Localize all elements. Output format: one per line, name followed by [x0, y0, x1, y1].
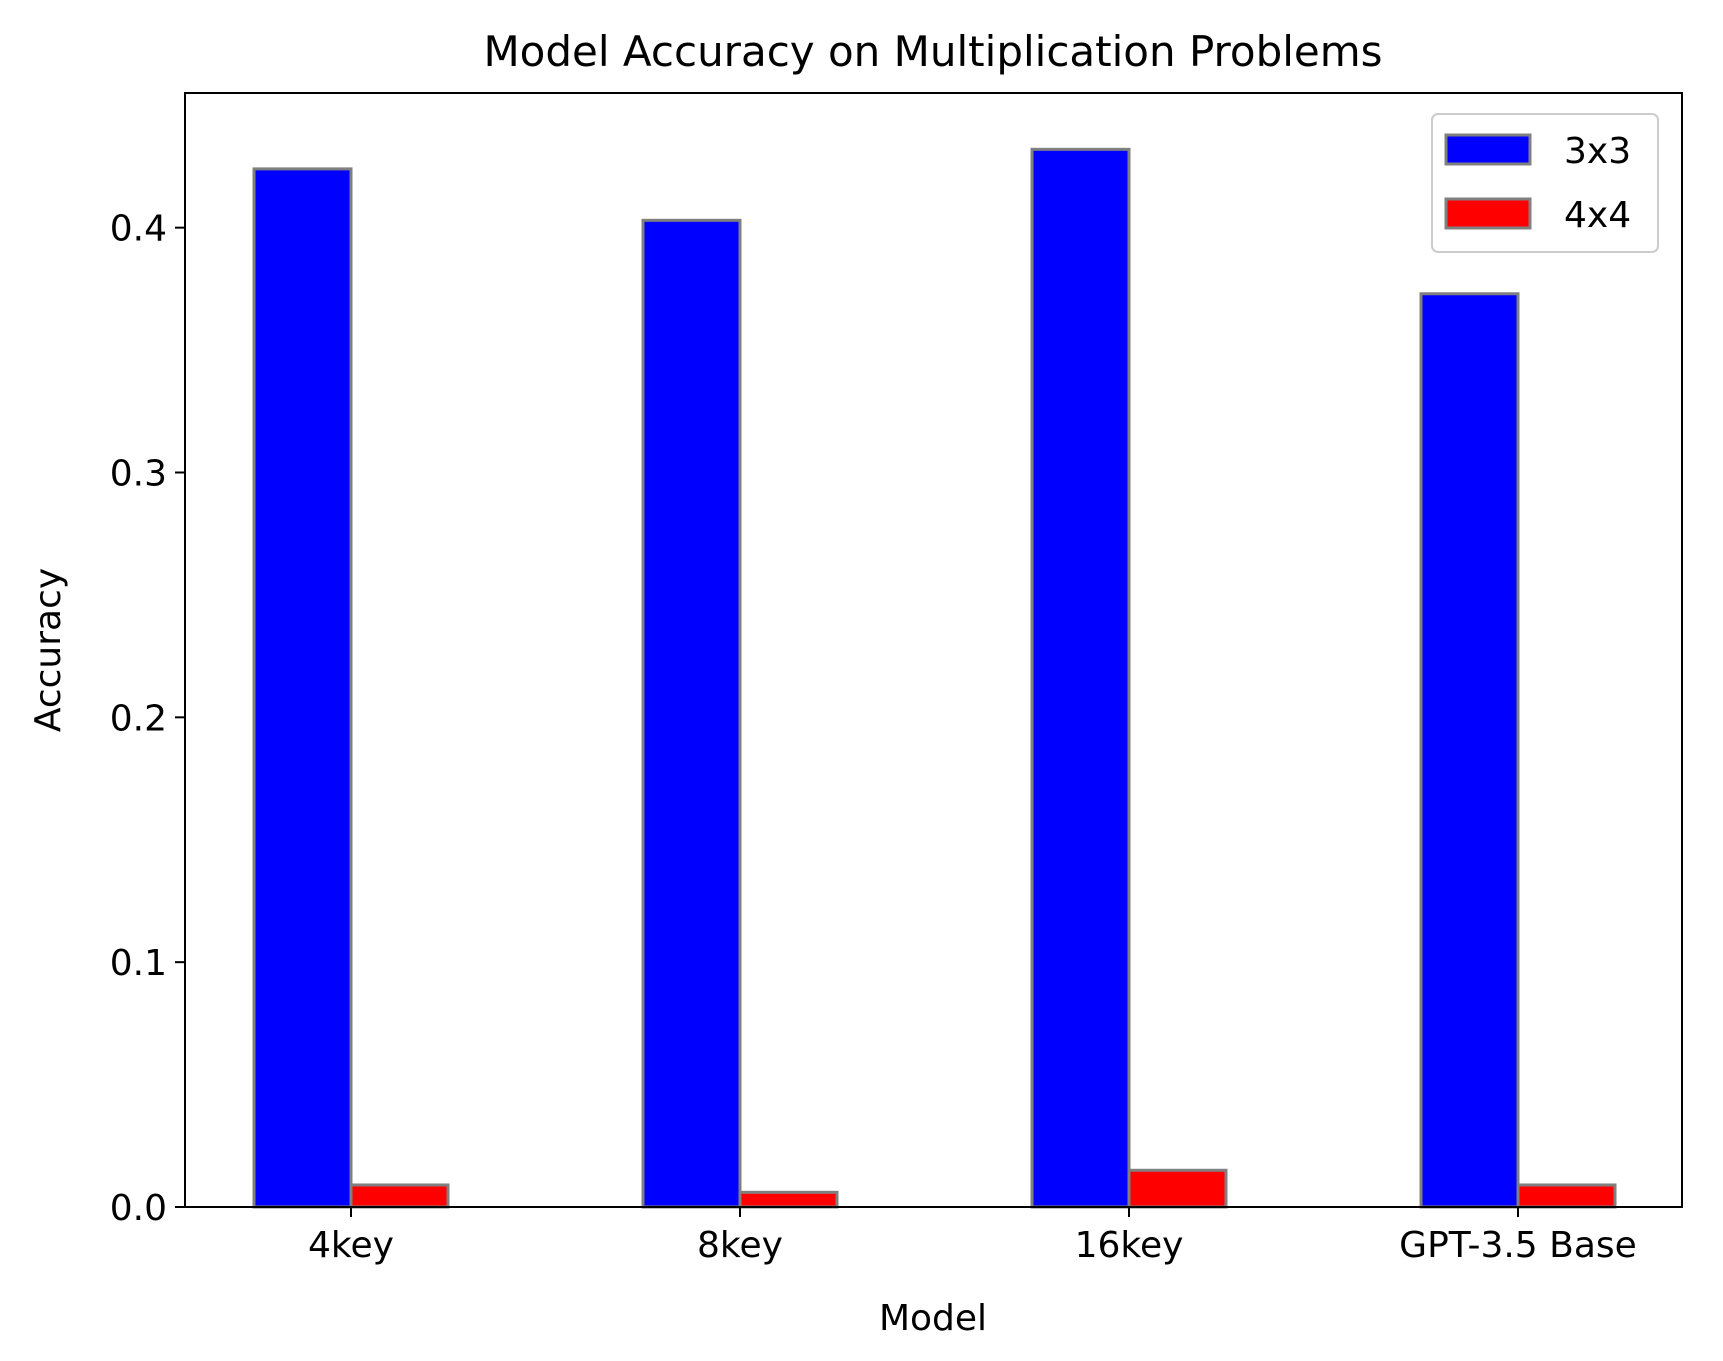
- y-axis-label: Accuracy: [28, 568, 69, 732]
- y-tick-label: 0.4: [110, 209, 167, 250]
- bar-4x4-8key: [738, 1190, 839, 1209]
- bars-group: [252, 147, 1617, 1209]
- bar-3x3-4key: [252, 167, 353, 1209]
- y-tick-label: 0.1: [110, 943, 167, 984]
- chart-title: Model Accuracy on Multiplication Problem…: [483, 27, 1382, 76]
- legend-label-3x3: 3x3: [1564, 131, 1631, 172]
- bar-4x4-gpt-3-5-base: [1516, 1183, 1617, 1209]
- y-tick-label: 0.2: [110, 698, 167, 739]
- legend-swatch-4x4: [1444, 197, 1532, 230]
- y-tick-label: 0.3: [110, 453, 167, 494]
- x-tick-label-16key: 16key: [1075, 1225, 1184, 1266]
- x-tick-label-8key: 8key: [697, 1225, 783, 1266]
- bar-4x4-16key: [1127, 1168, 1228, 1209]
- plot-frame: [184, 92, 1683, 1208]
- x-axis-label: Model: [879, 1298, 987, 1339]
- plot-area: [184, 92, 1683, 1209]
- y-axis: 0.0 0.1 0.2 0.3 0.4: [110, 209, 185, 1229]
- bar-3x3-16key: [1030, 147, 1131, 1209]
- bar-3x3-8key: [641, 218, 742, 1209]
- bar-3x3-gpt-3-5-base: [1419, 292, 1520, 1209]
- y-tick-label: 0.0: [110, 1188, 167, 1229]
- bar-4x4-4key: [349, 1183, 450, 1209]
- x-axis: 4key 8key 16key GPT-3.5 Base: [308, 1207, 1637, 1266]
- legend: 3x3 4x4: [1431, 113, 1659, 253]
- x-tick-label-gpt-3-5-base: GPT-3.5 Base: [1399, 1225, 1637, 1266]
- x-tick-label-4key: 4key: [308, 1225, 394, 1266]
- legend-swatch-3x3: [1444, 133, 1532, 166]
- legend-label-4x4: 4x4: [1564, 195, 1631, 236]
